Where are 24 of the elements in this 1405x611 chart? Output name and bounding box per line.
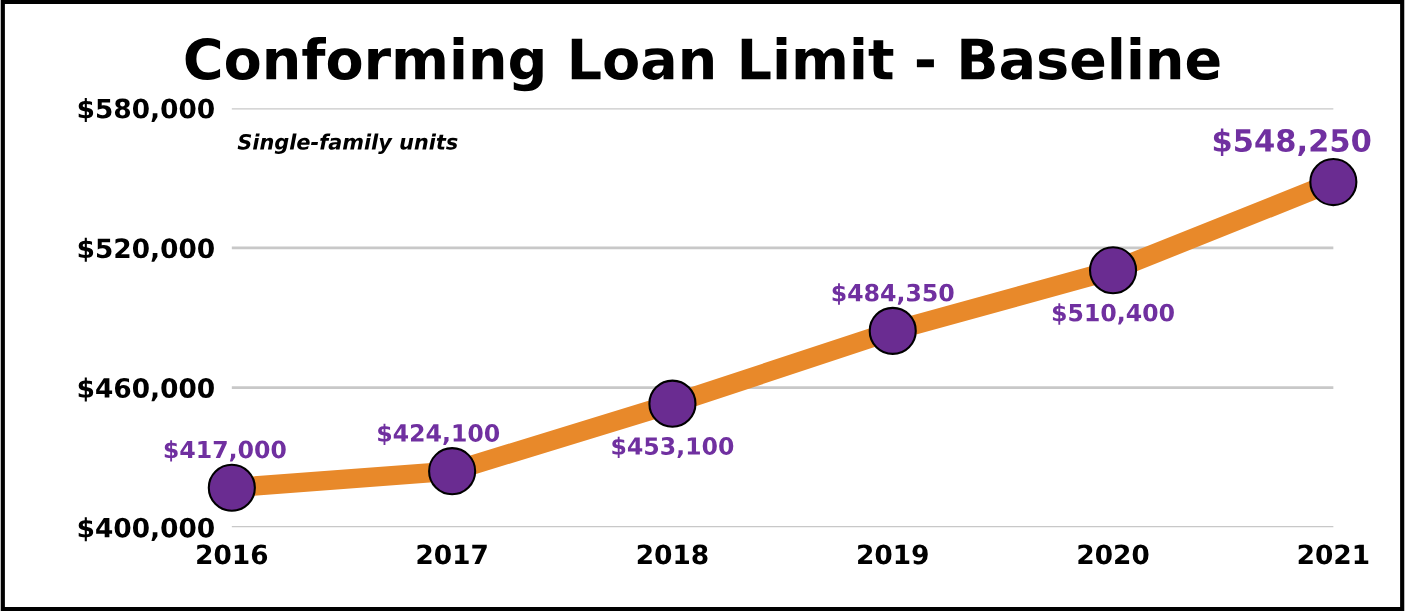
x-tick-label: 2018 bbox=[637, 544, 708, 565]
y-tick-label: $580,000 bbox=[78, 98, 214, 123]
point bbox=[428, 447, 477, 496]
y-tick-label: $400,000 bbox=[78, 517, 214, 542]
x-tick-label: 2017 bbox=[417, 544, 487, 565]
x-tick-label: 2020 bbox=[1078, 544, 1149, 565]
x-tick-label: 2019 bbox=[858, 544, 928, 565]
data-label: $453,100 bbox=[612, 436, 734, 459]
y-tick-label: $520,000 bbox=[78, 237, 214, 262]
data-label: $510,400 bbox=[1052, 303, 1174, 325]
chart-title: Conforming Loan Limit - Baseline bbox=[185, 37, 1220, 92]
text: Single-family units bbox=[237, 133, 458, 154]
point bbox=[868, 306, 917, 355]
point bbox=[207, 463, 256, 512]
data-label: $484,350 bbox=[832, 283, 954, 305]
x-tick-label: 2016 bbox=[197, 544, 268, 565]
point bbox=[1088, 246, 1138, 295]
data-label: $417,000 bbox=[164, 440, 286, 462]
data-label: $424,100 bbox=[378, 423, 500, 446]
point bbox=[1309, 158, 1358, 207]
point bbox=[648, 379, 697, 428]
y-tick-label: $460,000 bbox=[78, 377, 214, 402]
data-label: $548,250 bbox=[1213, 128, 1371, 157]
x-tick-label: 2021 bbox=[1298, 544, 1369, 565]
